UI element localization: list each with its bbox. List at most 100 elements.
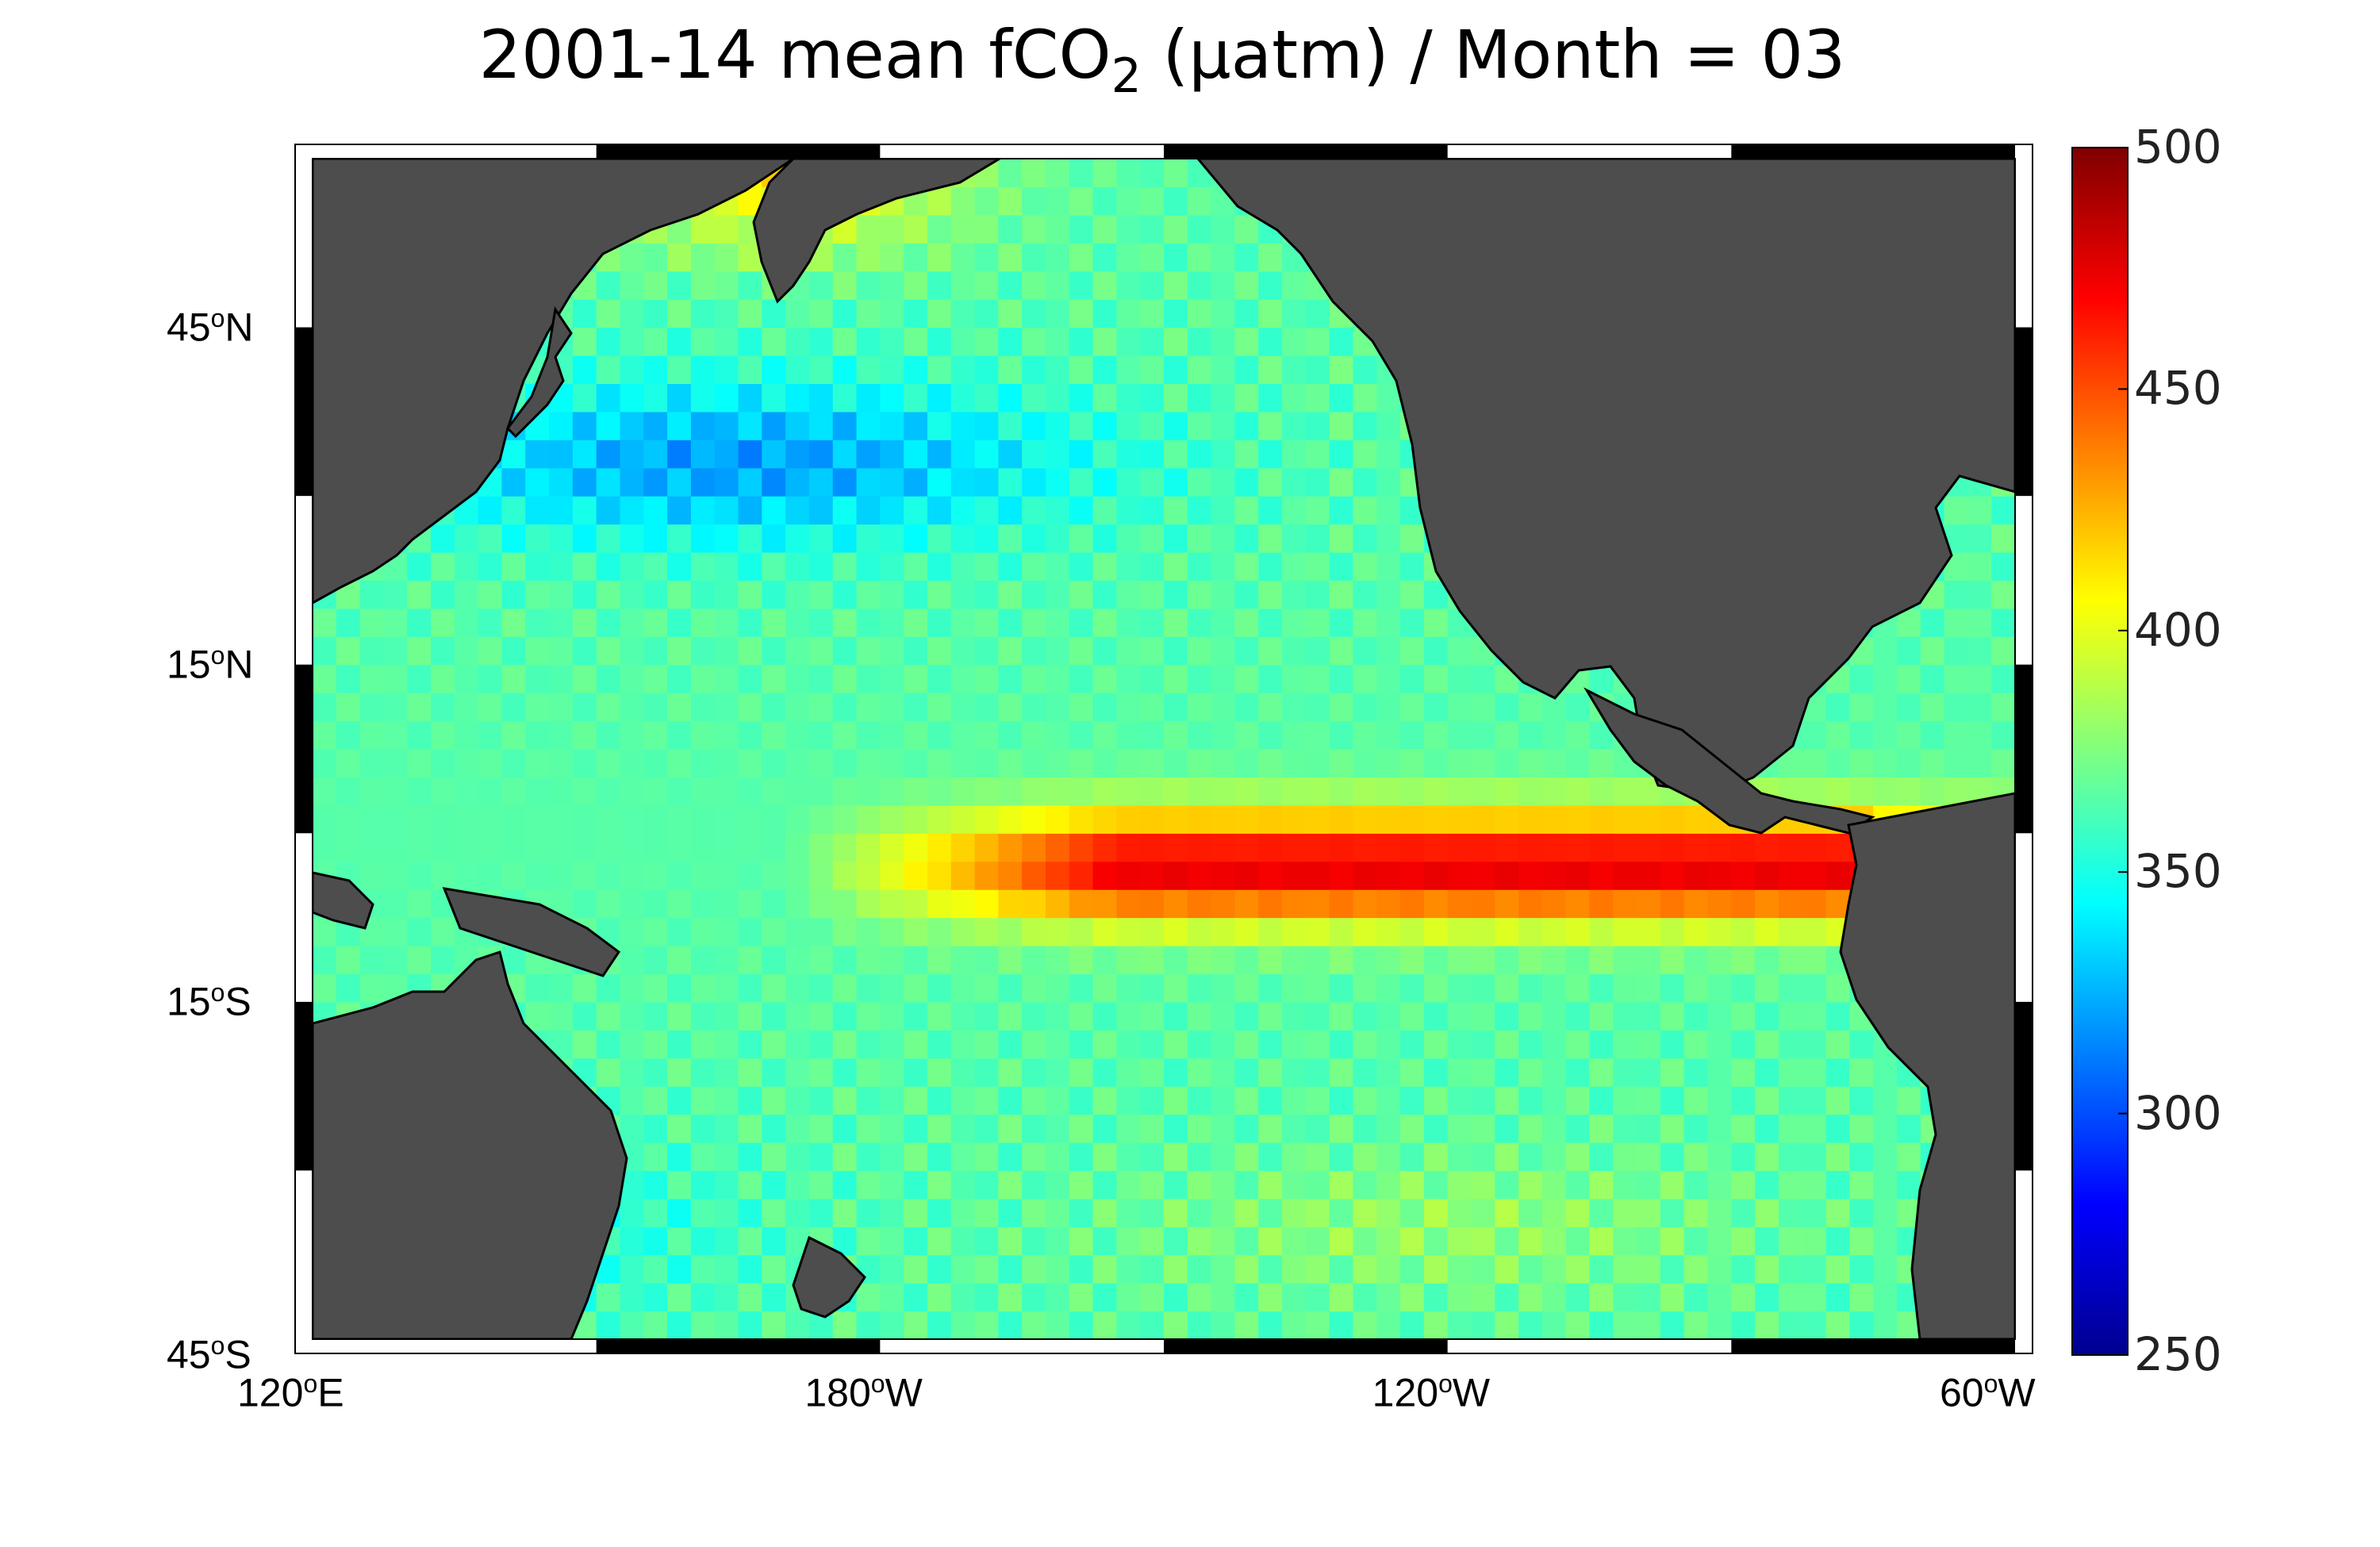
field-cell: [808, 327, 834, 356]
field-cell: [785, 804, 810, 834]
field-cell: [832, 243, 858, 272]
field-cell: [572, 440, 597, 469]
field-cell: [1022, 833, 1046, 862]
field-cell: [1849, 777, 1874, 806]
field-cell: [313, 946, 337, 975]
field-cell: [572, 524, 597, 553]
field-cell: [1329, 552, 1354, 582]
field-cell: [1353, 355, 1377, 385]
field-cell: [1400, 973, 1425, 1003]
field-cell: [1825, 1001, 1850, 1031]
field-cell: [383, 636, 408, 666]
field-cell: [596, 861, 621, 890]
field-cell: [1282, 552, 1307, 582]
field-cell: [525, 580, 550, 609]
field-cell: [1778, 889, 1803, 919]
field-cell: [1518, 1283, 1543, 1312]
field-cell: [1069, 1198, 1094, 1227]
field-cell: [1258, 804, 1283, 834]
field-cell: [974, 1198, 999, 1227]
field-cell: [1045, 608, 1070, 637]
field-cell: [1069, 1086, 1094, 1115]
field-cell: [1211, 1058, 1236, 1087]
field-cell: [359, 749, 385, 778]
field-cell: [762, 636, 786, 666]
field-cell: [1045, 720, 1070, 750]
field-cell: [1802, 1254, 1827, 1284]
field-cell: [1282, 1086, 1307, 1115]
field-cell: [549, 411, 574, 440]
field-cell: [1234, 889, 1259, 919]
field-cell: [1234, 833, 1259, 862]
field-cell: [1258, 917, 1283, 946]
field-cell: [762, 355, 786, 385]
field-cell: [525, 749, 550, 778]
field-cell: [998, 917, 1023, 946]
field-cell: [950, 327, 976, 356]
field-cell: [1423, 1001, 1449, 1031]
field-cell: [1447, 1254, 1472, 1284]
field-cell: [880, 720, 904, 750]
field-cell: [1282, 833, 1307, 862]
field-cell: [974, 440, 999, 469]
field-cell: [1849, 1170, 1874, 1200]
field-cell: [478, 580, 503, 609]
field-cell: [1234, 804, 1259, 834]
field-cell: [596, 889, 621, 919]
field-cell: [1683, 1311, 1709, 1339]
field-cell: [1282, 496, 1307, 525]
field-cell: [927, 1198, 952, 1227]
field-cell: [1329, 411, 1354, 440]
field-cell: [785, 327, 810, 356]
field-cell: [1211, 214, 1236, 244]
field-cell: [1211, 355, 1236, 385]
field-cell: [1282, 777, 1307, 806]
field-cell: [643, 440, 668, 469]
field-cell: [904, 1030, 928, 1059]
field-cell: [525, 552, 550, 582]
field-cell: [1400, 804, 1425, 834]
field-cell: [572, 1001, 597, 1031]
field-cell: [1707, 833, 1732, 862]
field-cell: [1541, 889, 1567, 919]
field-cell: [1683, 1254, 1709, 1284]
field-cell: [1423, 636, 1449, 666]
field-cell: [1565, 1226, 1591, 1256]
field-cell: [1660, 917, 1685, 946]
field-cell: [1069, 861, 1094, 890]
field-cell: [1873, 664, 1898, 693]
field-cell: [1353, 1142, 1377, 1172]
field-cell: [880, 777, 904, 806]
field-cell: [1541, 1058, 1567, 1087]
field-cell: [998, 973, 1023, 1003]
field-cell: [643, 693, 668, 722]
field-cell: [690, 1198, 716, 1227]
field-cell: [643, 1058, 668, 1087]
field-cell: [1376, 1114, 1401, 1143]
field-cell: [1234, 693, 1259, 722]
field-cell: [927, 383, 952, 413]
field-cell: [1967, 552, 1992, 582]
field-cell: [1187, 1311, 1212, 1339]
colorbar-tick-label: 350: [2134, 844, 2222, 899]
field-cell: [1282, 917, 1307, 946]
field-cell: [525, 973, 550, 1003]
field-cell: [620, 1114, 644, 1143]
field-cell: [927, 580, 952, 609]
field-cell: [1423, 1226, 1449, 1256]
field-cell: [525, 636, 550, 666]
field-cell: [1116, 608, 1141, 637]
field-cell: [667, 552, 692, 582]
field-cell: [667, 1001, 692, 1031]
field-cell: [1069, 186, 1094, 216]
field-cell: [431, 552, 455, 582]
field-cell: [1873, 1283, 1898, 1312]
field-cell: [525, 664, 550, 693]
field-cell: [856, 214, 881, 244]
field-cell: [1164, 1001, 1188, 1031]
field-cell: [1258, 664, 1283, 693]
field-cell: [832, 804, 858, 834]
field-cell: [904, 664, 928, 693]
field-cell: [1613, 1058, 1637, 1087]
field-cell: [1707, 889, 1732, 919]
